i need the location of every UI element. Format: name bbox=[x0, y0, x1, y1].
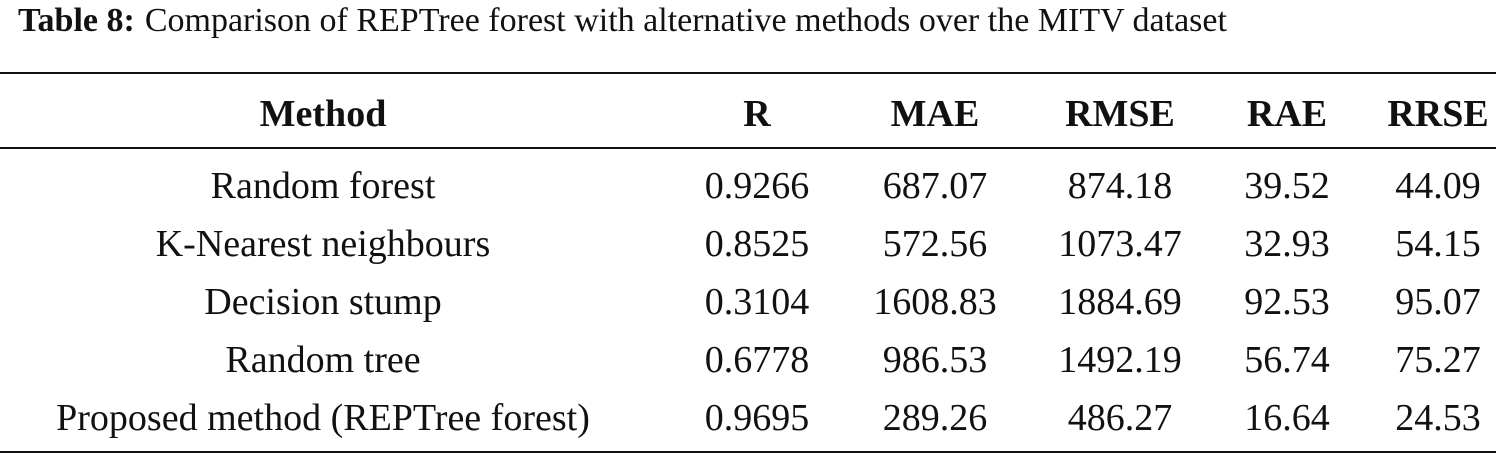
method-cell: Random tree bbox=[225, 339, 421, 381]
value-cell: 32.93 bbox=[1244, 223, 1330, 265]
caption-text: Comparison of REPTree forest with altern… bbox=[144, 2, 1227, 39]
value-cell: 92.53 bbox=[1244, 281, 1330, 323]
caption: Table 8: Comparison of REPTree forest wit… bbox=[18, 2, 1227, 40]
value-cell: 39.52 bbox=[1244, 165, 1330, 207]
value-cell: 54.15 bbox=[1395, 223, 1481, 265]
method-cell: Decision stump bbox=[204, 281, 442, 323]
value-cell: 56.74 bbox=[1244, 339, 1330, 381]
value-cell: 572.56 bbox=[882, 223, 988, 265]
value-cell: 1073.47 bbox=[1058, 223, 1182, 265]
column-header: RAE bbox=[1246, 93, 1328, 135]
method-cell: Random forest bbox=[210, 165, 436, 207]
value-cell: 95.07 bbox=[1395, 281, 1481, 323]
caption-label: Table 8: bbox=[18, 2, 135, 39]
value-cell: 986.53 bbox=[882, 339, 988, 381]
value-cell: 75.27 bbox=[1395, 339, 1481, 381]
value-cell: 44.09 bbox=[1395, 165, 1481, 207]
value-cell: 0.6778 bbox=[704, 339, 810, 381]
method-cell: Proposed method (REPTree forest) bbox=[56, 397, 590, 439]
top-rule bbox=[0, 72, 1496, 74]
value-cell: 1608.83 bbox=[873, 281, 997, 323]
value-cell: 1492.19 bbox=[1058, 339, 1182, 381]
value-cell: 1884.69 bbox=[1058, 281, 1182, 323]
method-cell: K-Nearest neighbours bbox=[155, 223, 491, 265]
value-cell: 0.8525 bbox=[704, 223, 810, 265]
column-header: MAE bbox=[890, 93, 980, 135]
value-cell: 24.53 bbox=[1395, 397, 1481, 439]
column-header: R bbox=[743, 93, 771, 135]
value-cell: 289.26 bbox=[882, 397, 988, 439]
column-header: RRSE bbox=[1387, 93, 1489, 135]
value-cell: 486.27 bbox=[1067, 397, 1173, 439]
mid-rule bbox=[0, 147, 1496, 149]
value-cell: 0.3104 bbox=[704, 281, 810, 323]
column-header: RMSE bbox=[1065, 93, 1175, 135]
value-cell: 16.64 bbox=[1244, 397, 1330, 439]
value-cell: 687.07 bbox=[882, 165, 988, 207]
value-cell: 0.9266 bbox=[704, 165, 810, 207]
bottom-rule bbox=[0, 451, 1496, 453]
column-header: Method bbox=[259, 93, 387, 135]
value-cell: 874.18 bbox=[1067, 165, 1173, 207]
value-cell: 0.9695 bbox=[704, 397, 810, 439]
